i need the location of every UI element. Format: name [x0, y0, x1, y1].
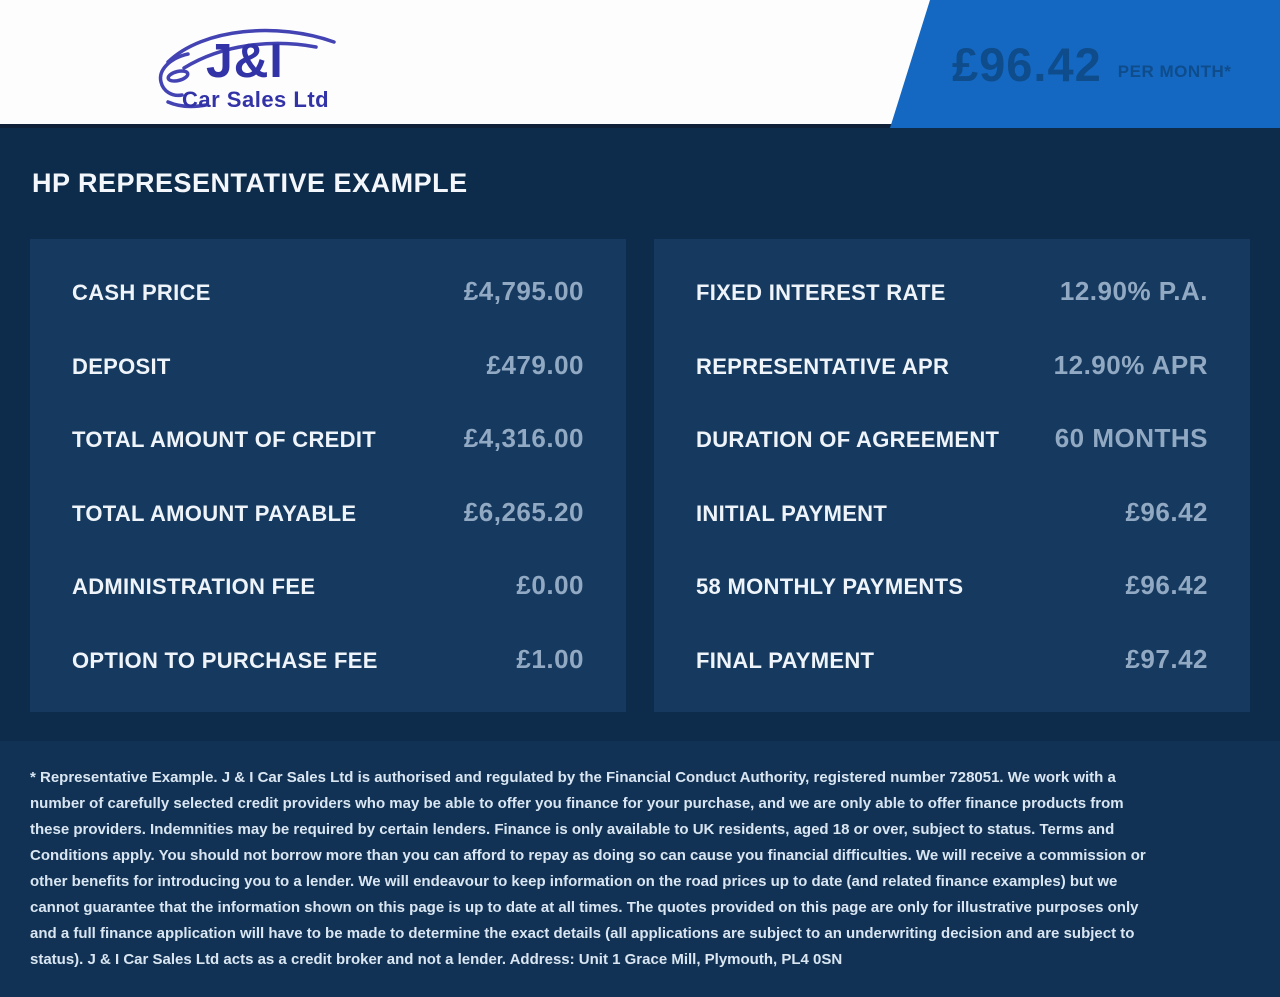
finance-row-final-payment: FINAL PAYMENT £97.42 — [696, 644, 1208, 675]
row-label: TOTAL AMOUNT PAYABLE — [72, 500, 357, 526]
monthly-price-period: PER MONTH* — [1117, 62, 1232, 81]
row-label: CASH PRICE — [72, 280, 211, 306]
car-outline-icon — [158, 28, 336, 109]
row-label: 58 MONTHLY PAYMENTS — [696, 574, 964, 600]
row-value: £479.00 — [486, 349, 584, 380]
logo-brand-text: J&I — [206, 35, 284, 88]
finance-row-cash-price: CASH PRICE £4,795.00 — [72, 276, 584, 307]
finance-panels: CASH PRICE £4,795.00 DEPOSIT £479.00 TOT… — [30, 239, 1250, 712]
row-label: ADMINISTRATION FEE — [72, 574, 316, 600]
finance-row-apr: REPRESENTATIVE APR 12.90% APR — [696, 350, 1208, 381]
footer: * Representative Example. J & I Car Sale… — [0, 741, 1280, 997]
row-label: DEPOSIT — [72, 353, 171, 379]
row-label: FINAL PAYMENT — [696, 647, 875, 673]
finance-panel-right: FIXED INTEREST RATE 12.90% P.A. REPRESEN… — [654, 239, 1250, 712]
row-value: 60 MONTHS — [1054, 423, 1208, 454]
row-value: £1.00 — [516, 643, 584, 674]
finance-row-initial-payment: INITIAL PAYMENT £96.42 — [696, 497, 1208, 528]
row-value: £97.42 — [1125, 643, 1208, 674]
row-value: £96.42 — [1125, 496, 1208, 527]
disclaimer-text: * Representative Example. J & I Car Sale… — [30, 769, 1146, 968]
page: J&I Car Sales Ltd £96.42 PER MONTH* HP R… — [0, 0, 1280, 968]
row-label: INITIAL PAYMENT — [696, 500, 888, 526]
finance-row-interest-rate: FIXED INTEREST RATE 12.90% P.A. — [696, 276, 1208, 307]
header: J&I Car Sales Ltd £96.42 PER MONTH* — [0, 0, 1280, 128]
row-value: £96.42 — [1125, 570, 1208, 601]
row-value: 12.90% APR — [1053, 349, 1208, 380]
row-value: £4,795.00 — [463, 276, 584, 307]
finance-row-admin-fee: ADMINISTRATION FEE £0.00 — [72, 570, 584, 601]
row-value: £0.00 — [516, 570, 584, 601]
main-section: HP REPRESENTATIVE EXAMPLE CASH PRICE £4,… — [0, 128, 1280, 741]
finance-row-deposit: DEPOSIT £479.00 — [72, 350, 584, 381]
row-label: DURATION OF AGREEMENT — [696, 427, 1000, 453]
monthly-price-amount: £96.42 — [952, 37, 1102, 91]
finance-row-duration: DURATION OF AGREEMENT 60 MONTHS — [696, 423, 1208, 454]
dealer-logo[interactable]: J&I Car Sales Ltd — [148, 10, 358, 118]
logo-subtitle-text: Car Sales Ltd — [182, 87, 330, 112]
row-value: 12.90% P.A. — [1059, 276, 1208, 307]
row-label: OPTION TO PURCHASE FEE — [72, 647, 378, 673]
finance-row-option-fee: OPTION TO PURCHASE FEE £1.00 — [72, 644, 584, 675]
price-banner: £96.42 PER MONTH* — [890, 0, 1280, 128]
row-label: FIXED INTEREST RATE — [696, 280, 946, 306]
finance-row-total-payable: TOTAL AMOUNT PAYABLE £6,265.20 — [72, 497, 584, 528]
row-value: £6,265.20 — [463, 496, 584, 527]
page-title: HP REPRESENTATIVE EXAMPLE — [32, 168, 468, 198]
finance-panel-left: CASH PRICE £4,795.00 DEPOSIT £479.00 TOT… — [30, 239, 626, 712]
row-label: REPRESENTATIVE APR — [696, 353, 950, 379]
row-label: TOTAL AMOUNT OF CREDIT — [72, 427, 376, 453]
finance-row-monthly-payments: 58 MONTHLY PAYMENTS £96.42 — [696, 570, 1208, 601]
row-value: £4,316.00 — [463, 423, 584, 454]
finance-row-total-credit: TOTAL AMOUNT OF CREDIT £4,316.00 — [72, 423, 584, 454]
